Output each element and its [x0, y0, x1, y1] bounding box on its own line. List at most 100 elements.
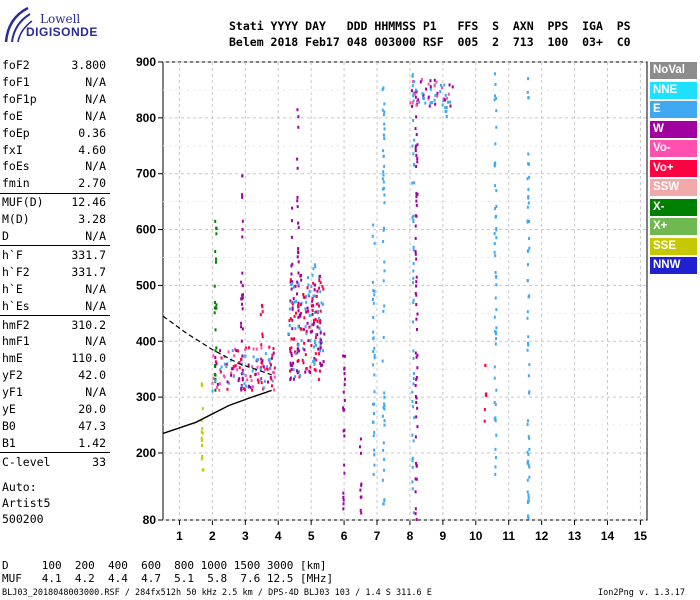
- echo-point: [318, 278, 321, 282]
- echo-point: [310, 323, 313, 327]
- echo-point: [240, 388, 243, 392]
- echo-point: [251, 385, 254, 389]
- echo-point: [528, 465, 531, 469]
- echo-point: [495, 236, 498, 240]
- echo-point: [415, 257, 418, 261]
- echo-point: [296, 369, 299, 373]
- footer-file-info: BLJ03_2018048003000.RSF / 284fx512h 50 k…: [2, 588, 432, 598]
- echo-point: [259, 378, 262, 382]
- echo-point: [241, 174, 244, 178]
- echo-point: [317, 347, 320, 351]
- echo-point: [418, 100, 421, 104]
- echo-point: [526, 205, 529, 209]
- echo-point: [344, 354, 347, 358]
- echo-point: [311, 299, 314, 303]
- echo-point: [412, 377, 415, 381]
- echo-point: [493, 232, 496, 236]
- echo-point: [372, 349, 375, 353]
- echo-point: [241, 307, 244, 311]
- logo-lowell-text: Lowell: [40, 12, 81, 26]
- x-tick-label: 15: [634, 529, 648, 543]
- param-row-muf-d-: MUF(D) 12.46: [2, 194, 106, 210]
- echo-point: [383, 136, 386, 140]
- echo-point: [318, 286, 321, 290]
- echo-point: [299, 314, 302, 318]
- echo-point: [309, 371, 312, 375]
- echo-point: [317, 309, 320, 313]
- echo-point: [383, 122, 386, 126]
- echo-point: [211, 389, 214, 393]
- echo-point: [495, 226, 498, 230]
- echo-point: [415, 154, 418, 158]
- footer-version: Ion2Png v. 1.3.17: [598, 588, 685, 598]
- echo-point: [414, 507, 417, 511]
- echo-point: [413, 138, 416, 142]
- echo-point: [291, 363, 294, 367]
- auto-artist: Artist5: [2, 496, 51, 510]
- echo-point: [412, 118, 415, 122]
- echo-point: [415, 191, 418, 195]
- param-label: foEp: [2, 125, 30, 140]
- echo-point: [269, 366, 272, 370]
- echo-point: [527, 493, 530, 497]
- echo-point: [527, 496, 530, 500]
- x-tick-label: 14: [601, 529, 615, 543]
- echo-point: [528, 175, 531, 179]
- echo-point: [412, 91, 415, 95]
- echo-point: [372, 472, 375, 476]
- param-value: 4.60: [78, 142, 106, 157]
- param-label: h`Es: [2, 298, 30, 313]
- param-label: h`F: [2, 247, 23, 262]
- echo-point: [373, 430, 376, 434]
- auto-code: 500200: [2, 512, 44, 526]
- echo-point: [288, 307, 291, 311]
- legend-item-nnw: NNW: [650, 257, 697, 274]
- echo-point: [317, 377, 320, 381]
- echo-point: [238, 366, 241, 370]
- echo-point: [495, 388, 498, 392]
- echo-point: [215, 303, 218, 307]
- echo-point: [297, 284, 300, 288]
- echo-point: [289, 317, 292, 321]
- legend-item-ssw: SSW: [650, 179, 697, 196]
- echo-point: [414, 250, 417, 254]
- echo-point: [313, 294, 316, 298]
- echo-point: [373, 390, 376, 394]
- echo-point: [494, 254, 497, 258]
- echo-point: [526, 450, 529, 454]
- echo-point: [342, 507, 345, 511]
- echo-point: [412, 511, 415, 515]
- echo-point: [319, 361, 322, 365]
- echo-point: [297, 221, 300, 225]
- echo-point: [261, 332, 264, 336]
- echo-point: [303, 348, 306, 352]
- echo-point: [304, 324, 307, 328]
- param-label: h`F2: [2, 264, 30, 279]
- echo-point: [219, 370, 222, 374]
- echo-point: [317, 317, 320, 321]
- echo-point: [289, 361, 292, 365]
- echo-point: [215, 226, 218, 230]
- echo-point: [260, 303, 263, 307]
- echo-point: [260, 343, 263, 347]
- param-label: foF2: [2, 58, 30, 72]
- echo-point: [435, 80, 438, 84]
- echo-point: [415, 477, 418, 481]
- echo-point: [371, 234, 374, 238]
- param-value: N/A: [85, 159, 106, 174]
- echo-point: [307, 283, 310, 287]
- echo-point: [290, 354, 293, 358]
- echo-point: [241, 219, 244, 223]
- echo-point: [313, 283, 316, 287]
- echo-point: [241, 376, 244, 380]
- echo-point: [241, 227, 244, 231]
- echo-point: [416, 99, 419, 103]
- echo-point: [251, 369, 254, 373]
- echo-point: [290, 235, 293, 239]
- echo-point: [297, 343, 300, 347]
- echo-point: [304, 370, 307, 374]
- echo-point: [415, 376, 418, 380]
- echo-point: [240, 372, 243, 376]
- header-line-1: Stati YYYY DAY DDD HHMMSS P1 FFS S AXN P…: [229, 19, 631, 33]
- echo-point: [527, 499, 530, 503]
